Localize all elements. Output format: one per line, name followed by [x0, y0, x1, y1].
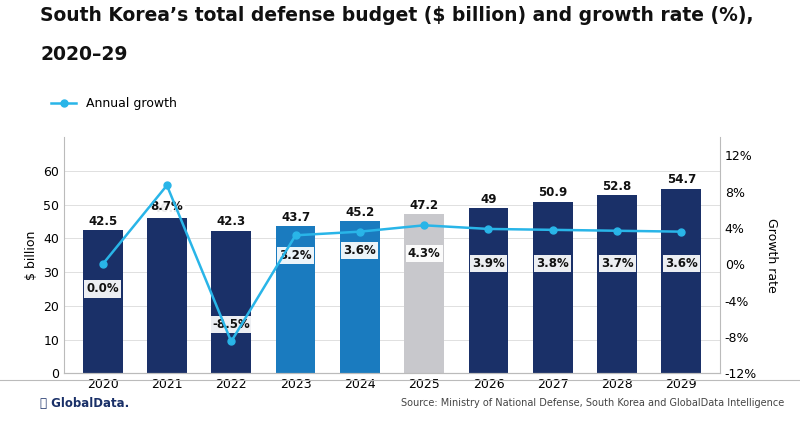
Text: 46.2: 46.2 — [152, 202, 182, 215]
Text: 3.6%: 3.6% — [343, 244, 376, 257]
Text: 3.6%: 3.6% — [665, 257, 698, 270]
Text: 3.8%: 3.8% — [537, 257, 569, 270]
Text: 50.9: 50.9 — [538, 186, 567, 199]
Bar — [147, 218, 187, 373]
Text: 3.2%: 3.2% — [279, 249, 312, 262]
Text: 43.7: 43.7 — [281, 211, 310, 224]
Text: Source: Ministry of National Defense, South Korea and GlobalData Intelligence: Source: Ministry of National Defense, So… — [401, 398, 784, 408]
Text: 47.2: 47.2 — [410, 199, 438, 212]
Text: 4.3%: 4.3% — [408, 247, 441, 260]
Text: South Korea’s total defense budget ($ billion) and growth rate (%),: South Korea’s total defense budget ($ bi… — [40, 6, 754, 25]
Bar — [597, 195, 637, 373]
Text: 3.9%: 3.9% — [472, 257, 505, 270]
Text: 45.2: 45.2 — [346, 205, 374, 218]
Text: 0.0%: 0.0% — [86, 282, 119, 296]
Legend: Annual growth: Annual growth — [46, 92, 182, 115]
Text: -8.5%: -8.5% — [212, 318, 250, 331]
Bar — [469, 208, 509, 373]
Bar — [662, 189, 702, 373]
Text: 52.8: 52.8 — [602, 180, 632, 193]
Text: 3.7%: 3.7% — [601, 257, 634, 270]
Text: 8.7%: 8.7% — [150, 200, 183, 213]
Text: 2020–29: 2020–29 — [40, 45, 127, 64]
Bar — [404, 214, 444, 373]
Text: 42.5: 42.5 — [88, 214, 118, 228]
Text: 49: 49 — [480, 193, 497, 205]
Bar — [211, 231, 251, 373]
Y-axis label: Growth rate: Growth rate — [766, 218, 778, 293]
Bar — [340, 221, 380, 373]
Text: Ⓠ GlobalData.: Ⓠ GlobalData. — [40, 397, 130, 410]
Text: 42.3: 42.3 — [217, 215, 246, 228]
Bar — [533, 202, 573, 373]
Bar — [82, 230, 122, 373]
Text: 54.7: 54.7 — [666, 173, 696, 187]
Y-axis label: $ billion: $ billion — [25, 230, 38, 280]
Bar — [275, 226, 315, 373]
